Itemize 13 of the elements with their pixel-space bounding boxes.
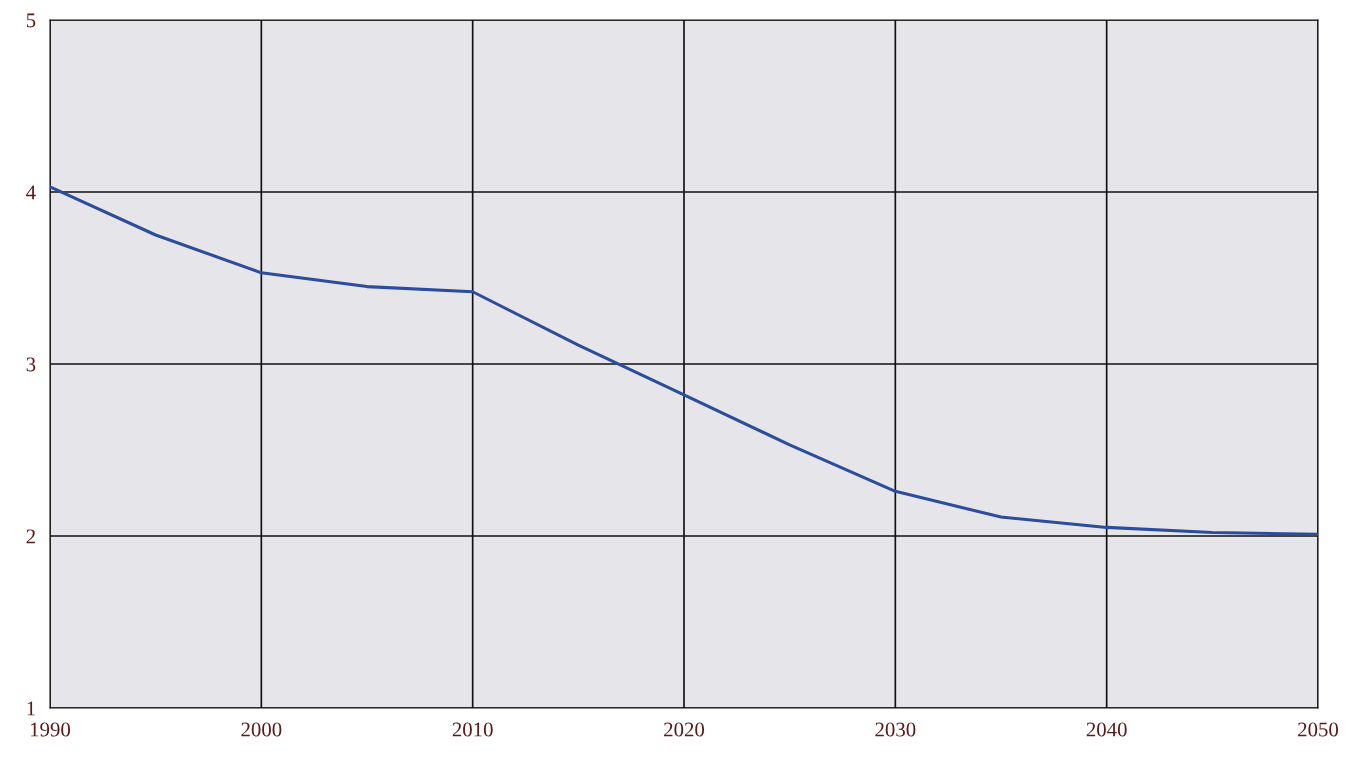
y-tick-label: 3 [26, 357, 36, 372]
line-series [50, 185, 1318, 536]
x-tick-label: 2050 [1298, 722, 1339, 737]
x-tick-label: 2000 [241, 722, 282, 737]
y-tick-label: 4 [26, 185, 36, 200]
x-tick-label: 1990 [31, 722, 71, 737]
x-tick-label: 2040 [1086, 722, 1127, 737]
y-tick-label: 2 [26, 529, 35, 544]
x-tick-label: 2020 [664, 722, 705, 737]
y-tick-label: 1 [27, 701, 35, 716]
x-tick-label: 2030 [875, 722, 916, 737]
y-tick-label: 5 [26, 13, 36, 28]
x-tick-label: 2010 [452, 722, 493, 737]
